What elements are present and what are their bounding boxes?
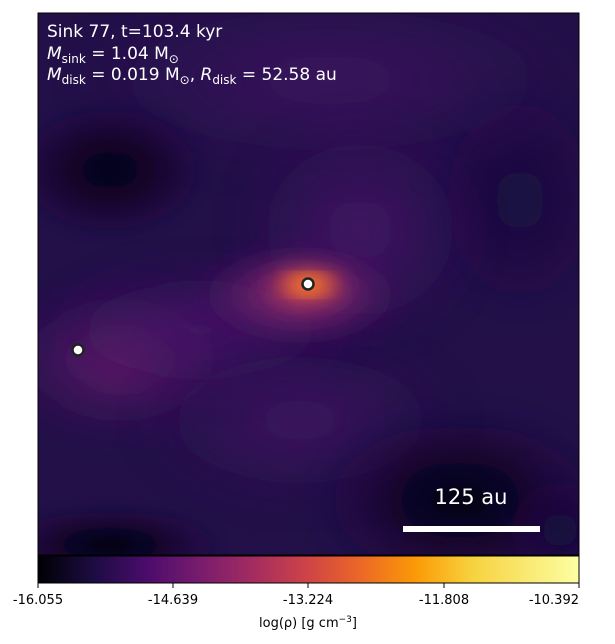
panel-frame bbox=[37, 12, 580, 556]
sink-mass-label: Msink = 1.04 M⊙ bbox=[47, 44, 179, 66]
colorbar-tick-label: -10.392 bbox=[529, 593, 579, 608]
scale-bar-label: 125 au bbox=[435, 485, 508, 509]
colorbar-tick-label: -13.224 bbox=[283, 593, 333, 608]
colorbar-tick-label: -16.055 bbox=[13, 593, 63, 608]
colorbar-ticks: -16.055 -14.639 -13.224 -11.808 -10.392 bbox=[13, 583, 580, 608]
sink-time-label: Sink 77, t=103.4 kyr bbox=[47, 22, 222, 42]
colorbar bbox=[38, 556, 579, 583]
disk-properties-label: Mdisk = 0.019 M⊙, Rdisk = 52.58 au bbox=[47, 65, 337, 87]
density-field bbox=[38, 13, 579, 555]
companion-sink-marker bbox=[71, 343, 85, 357]
sink-77-marker bbox=[301, 277, 315, 291]
colorbar-label: log(ρ) [g cm−3] bbox=[259, 615, 357, 631]
scale-bar bbox=[403, 526, 540, 532]
colorbar-tick-label: -14.639 bbox=[148, 593, 198, 608]
colorbar-tick-label: -11.808 bbox=[419, 593, 469, 608]
